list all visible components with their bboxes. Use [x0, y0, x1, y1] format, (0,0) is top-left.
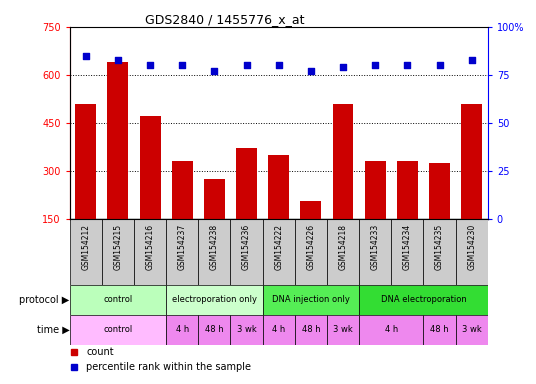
Bar — [70, 219, 102, 285]
Text: control: control — [103, 326, 132, 334]
Text: 3 wk: 3 wk — [237, 326, 256, 334]
Text: 3 wk: 3 wk — [333, 326, 353, 334]
Bar — [166, 219, 198, 285]
Text: GSM154234: GSM154234 — [403, 224, 412, 270]
Bar — [295, 219, 327, 285]
Bar — [236, 149, 257, 219]
Text: protocol ▶: protocol ▶ — [19, 295, 70, 305]
Text: 3 wk: 3 wk — [462, 326, 481, 334]
Text: GSM154233: GSM154233 — [371, 224, 379, 270]
Text: GSM154218: GSM154218 — [339, 224, 347, 270]
Bar — [139, 116, 161, 219]
Text: GSM154230: GSM154230 — [467, 224, 476, 270]
Bar — [456, 219, 488, 285]
Text: 48 h: 48 h — [205, 326, 224, 334]
Text: 4 h: 4 h — [176, 326, 189, 334]
Bar — [263, 285, 359, 315]
Text: DNA electroporation: DNA electroporation — [381, 295, 466, 304]
Text: GSM154226: GSM154226 — [307, 224, 315, 270]
Text: GSM154236: GSM154236 — [242, 224, 251, 270]
Bar — [365, 161, 386, 219]
Text: DNA injection only: DNA injection only — [272, 295, 350, 304]
Text: 4 h: 4 h — [385, 326, 398, 334]
Point — [210, 68, 219, 74]
Bar — [166, 285, 263, 315]
Text: GSM154235: GSM154235 — [435, 224, 444, 270]
Bar — [391, 219, 423, 285]
Bar — [70, 315, 166, 345]
Bar — [327, 315, 359, 345]
Text: GSM154238: GSM154238 — [210, 224, 219, 270]
Bar — [134, 219, 166, 285]
Text: control: control — [103, 295, 132, 304]
Text: GSM154216: GSM154216 — [146, 224, 154, 270]
Point — [242, 62, 251, 68]
Bar — [332, 104, 354, 219]
Bar — [461, 104, 482, 219]
Text: percentile rank within the sample: percentile rank within the sample — [86, 362, 251, 372]
Point — [435, 62, 444, 68]
Bar — [75, 104, 96, 219]
Bar — [230, 219, 263, 285]
Point — [467, 56, 476, 63]
Point — [371, 62, 379, 68]
Bar — [397, 161, 418, 219]
Text: electroporation only: electroporation only — [172, 295, 257, 304]
Bar — [198, 219, 230, 285]
Point — [274, 62, 283, 68]
Bar — [204, 179, 225, 219]
Point — [307, 68, 315, 74]
Text: count: count — [86, 347, 114, 357]
Bar — [359, 219, 391, 285]
Point — [146, 62, 154, 68]
Bar — [102, 219, 134, 285]
Bar — [108, 62, 129, 219]
Bar — [70, 285, 166, 315]
Point — [81, 53, 90, 59]
Bar — [359, 285, 488, 315]
Bar — [172, 161, 193, 219]
Bar — [263, 219, 295, 285]
Point — [403, 62, 412, 68]
Point — [339, 64, 347, 70]
Bar — [166, 315, 198, 345]
Text: 4 h: 4 h — [272, 326, 285, 334]
Text: GSM154222: GSM154222 — [274, 224, 283, 270]
Text: GSM154215: GSM154215 — [114, 224, 122, 270]
Point — [178, 62, 187, 68]
Bar — [327, 219, 359, 285]
Bar — [429, 163, 450, 219]
Bar — [300, 201, 321, 219]
Text: time ▶: time ▶ — [37, 325, 70, 335]
Text: GDS2840 / 1455776_x_at: GDS2840 / 1455776_x_at — [145, 13, 304, 26]
Bar — [198, 315, 230, 345]
Text: GSM154212: GSM154212 — [81, 224, 90, 270]
Bar — [263, 315, 295, 345]
Text: 48 h: 48 h — [302, 326, 320, 334]
Bar — [295, 315, 327, 345]
Point — [114, 56, 122, 63]
Text: GSM154237: GSM154237 — [178, 224, 187, 270]
Text: 48 h: 48 h — [430, 326, 449, 334]
Bar — [230, 315, 263, 345]
Bar — [423, 219, 456, 285]
Bar — [359, 315, 423, 345]
Bar — [269, 155, 289, 219]
Bar — [423, 315, 456, 345]
Bar — [456, 315, 488, 345]
